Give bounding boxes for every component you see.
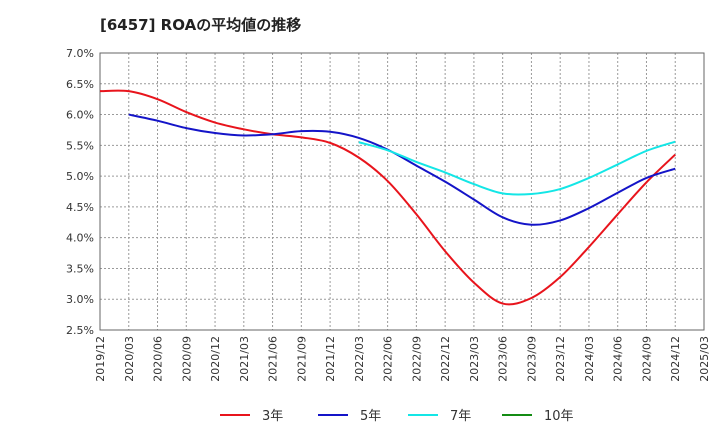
y-tick-label: 4.0% bbox=[66, 232, 94, 245]
x-tick-label: 2024/12 bbox=[669, 336, 682, 382]
x-tick-label: 2021/09 bbox=[295, 336, 308, 382]
y-tick-label: 4.5% bbox=[66, 201, 94, 214]
plot-border bbox=[99, 52, 705, 331]
x-tick-label: 2022/12 bbox=[439, 336, 452, 382]
series-line-2 bbox=[128, 113, 676, 226]
x-tick-label: 2022/06 bbox=[382, 336, 395, 382]
chart-title: [6457] ROAの平均値の推移 bbox=[100, 16, 302, 34]
series-line-1 bbox=[99, 89, 676, 306]
x-tick-label: 2023/09 bbox=[525, 336, 538, 382]
x-tick-label: 2020/12 bbox=[209, 336, 222, 382]
x-tick-label: 2022/09 bbox=[410, 336, 423, 382]
x-tick-label: 2024/03 bbox=[583, 336, 596, 382]
x-tick-label: 2021/12 bbox=[324, 336, 337, 382]
x-tick-label: 2023/06 bbox=[497, 336, 510, 382]
x-tick-label: 2020/06 bbox=[152, 336, 165, 382]
y-tick-label: 6.5% bbox=[66, 78, 94, 91]
x-tick-label: 2023/12 bbox=[554, 336, 567, 382]
y-tick-label: 6.0% bbox=[66, 109, 94, 122]
y-tick-label: 3.5% bbox=[66, 262, 94, 275]
y-tick-label: 3.0% bbox=[66, 293, 94, 306]
x-tick-label: 2024/06 bbox=[612, 336, 625, 382]
legend-label-3: 7年 bbox=[450, 409, 471, 424]
legend-label-2: 5年 bbox=[360, 409, 381, 424]
x-tick-label: 2021/03 bbox=[238, 336, 251, 382]
x-tick-label: 2025/03 bbox=[698, 336, 711, 382]
y-tick-label: 7.0% bbox=[66, 47, 94, 60]
y-tick-label: 5.0% bbox=[66, 170, 94, 183]
x-tick-label: 2023/03 bbox=[468, 336, 481, 382]
y-tick-label: 5.5% bbox=[66, 139, 94, 152]
x-tick-label: 2022/03 bbox=[353, 336, 366, 382]
x-tick-label: 2024/09 bbox=[640, 336, 653, 382]
x-tick-label: 2020/03 bbox=[123, 336, 136, 382]
legend-label-4: 10年 bbox=[544, 409, 574, 424]
y-tick-label: 2.5% bbox=[66, 324, 94, 337]
x-tick-label: 2021/06 bbox=[267, 336, 280, 382]
x-tick-label: 2020/09 bbox=[180, 336, 193, 382]
series-line-3 bbox=[358, 140, 676, 196]
legend-label-1: 3年 bbox=[262, 409, 283, 424]
x-tick-label: 2019/12 bbox=[94, 336, 107, 382]
plot-area bbox=[100, 53, 704, 330]
